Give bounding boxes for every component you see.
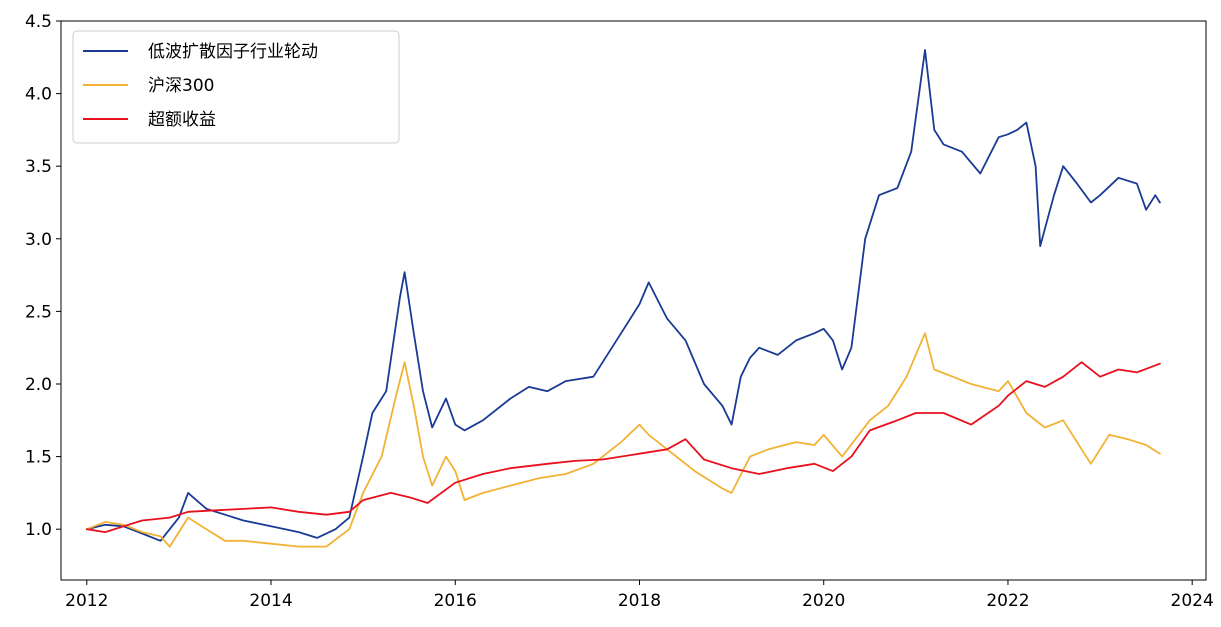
legend-label-2: 超额收益	[148, 110, 216, 130]
series-line-0	[85, 49, 1161, 542]
y-tick-label: 4.0	[25, 85, 52, 105]
legend-label-1: 沪深300	[148, 76, 214, 96]
series-layer	[85, 49, 1161, 548]
x-tick-label: 2022	[986, 591, 1029, 611]
x-tick-label: 2018	[618, 591, 661, 611]
plot-frame	[60, 20, 1207, 581]
y-tick-label: 1.0	[25, 520, 52, 540]
x-tick-label: 2014	[249, 591, 292, 611]
y-tick-label: 3.5	[25, 157, 52, 177]
y-tick-label: 1.5	[25, 448, 52, 468]
series-line-1	[85, 332, 1161, 548]
y-tick-label: 2.5	[25, 302, 52, 322]
y-axis: 1.0 1.5 2.0 2.5 3.0 3.5 4.0 4.5	[25, 12, 61, 540]
x-tick-label: 2012	[65, 591, 108, 611]
legend-box	[72, 30, 400, 144]
x-tick-label: 2020	[802, 591, 845, 611]
legend-label-0: 低波扩散因子行业轮动	[148, 42, 318, 62]
y-tick-label: 4.5	[25, 12, 52, 32]
x-tick-label: 2024	[1171, 591, 1214, 611]
y-tick-label: 2.0	[25, 375, 52, 395]
series-line-2	[85, 361, 1161, 533]
y-tick-label: 3.0	[25, 230, 52, 250]
x-axis: 2012 2014 2016 2018 2020 2022 2024	[65, 580, 1214, 611]
x-tick-label: 2016	[434, 591, 477, 611]
